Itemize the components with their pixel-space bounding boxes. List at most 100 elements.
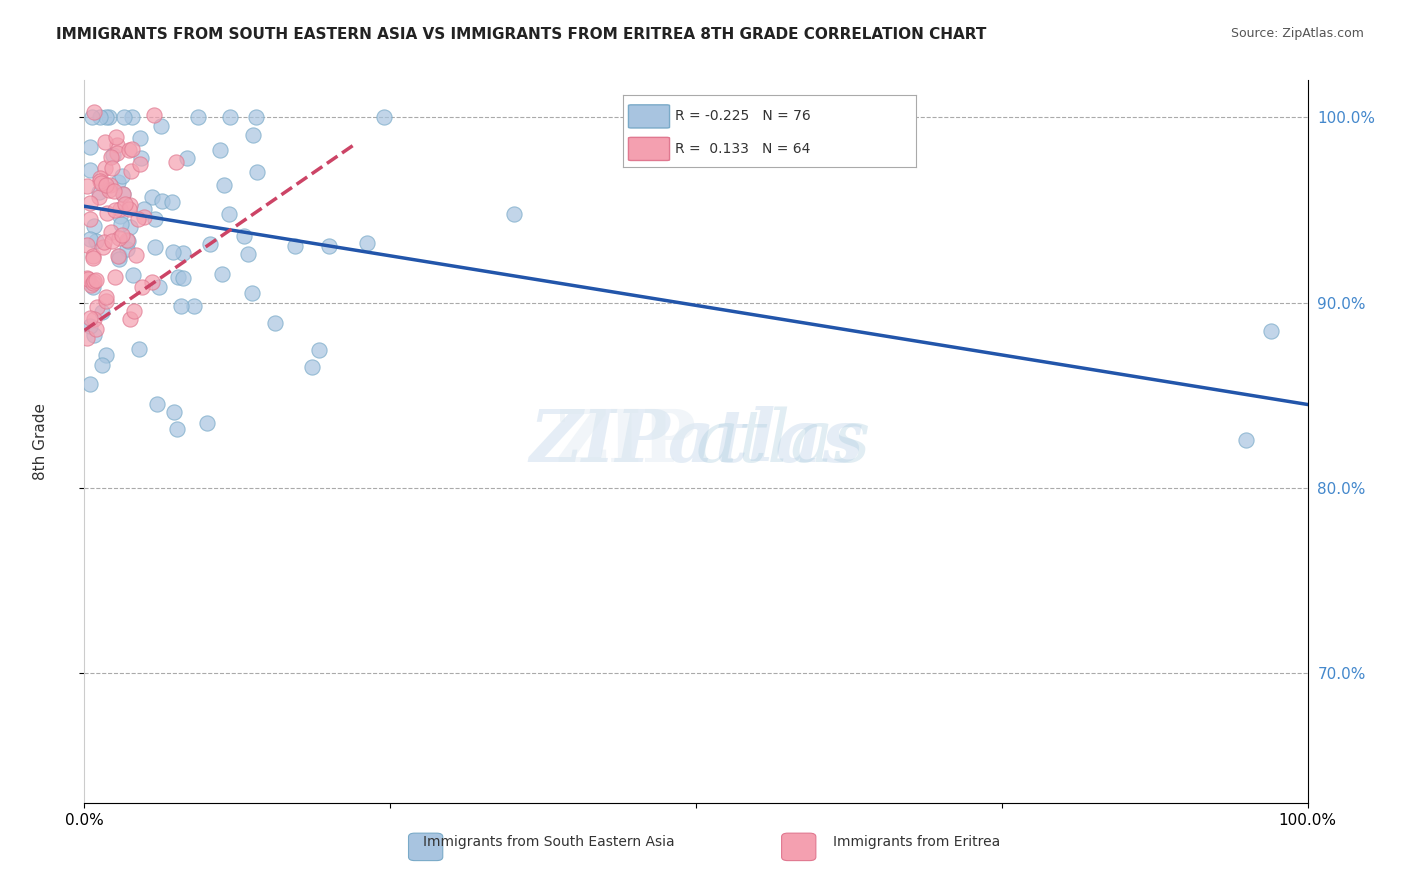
Point [198, 236, 221, 251]
Point [79, 377, 101, 392]
Point [98, 111, 121, 125]
Point [110, 217, 132, 231]
Point [108, 249, 131, 263]
Point [82, 276, 104, 290]
Point [103, 269, 125, 284]
Point [96, 206, 118, 220]
Point [129, 131, 152, 145]
Point [107, 175, 129, 189]
Point [172, 246, 194, 260]
Point [183, 299, 205, 313]
Point [129, 156, 152, 170]
Point [120, 164, 142, 178]
Point [141, 190, 163, 204]
Point [208, 143, 231, 157]
Point [121, 142, 143, 156]
Point [356, 235, 378, 250]
Point [211, 268, 233, 282]
Y-axis label: 8th Grade: 8th Grade [32, 403, 48, 480]
Point [101, 148, 124, 162]
Point [240, 285, 263, 300]
Point [245, 111, 267, 125]
Point [94, 161, 117, 175]
Point [86, 301, 108, 315]
Point [145, 397, 167, 411]
Point [1260, 324, 1282, 338]
Point [105, 146, 128, 161]
Point [83, 274, 105, 288]
Text: Immigrants from Eritrea: Immigrants from Eritrea [832, 835, 1000, 849]
Point [84, 234, 107, 248]
Point [131, 151, 153, 165]
Point [90, 176, 112, 190]
Point [143, 240, 166, 254]
Point [79, 196, 101, 211]
Point [167, 269, 190, 284]
Point [195, 417, 218, 431]
Point [162, 245, 184, 260]
Point [79, 318, 101, 333]
Point [82, 111, 104, 125]
Point [94, 178, 117, 192]
Point [87, 190, 110, 204]
Point [100, 150, 122, 164]
Point [114, 196, 136, 211]
Point [242, 128, 264, 142]
Point [118, 143, 141, 157]
Point [94, 136, 117, 150]
Point [82, 280, 104, 294]
Point [91, 240, 114, 254]
Point [89, 185, 111, 199]
Point [127, 212, 149, 227]
Point [94, 349, 117, 363]
Point [111, 169, 134, 183]
Text: Immigrants from South Eastern Asia: Immigrants from South Eastern Asia [423, 835, 675, 849]
Point [149, 119, 172, 133]
Point [503, 207, 526, 221]
Point [117, 234, 139, 248]
Point [118, 202, 141, 216]
Point [89, 111, 111, 125]
Point [89, 171, 111, 186]
Point [132, 210, 155, 224]
Point [82, 249, 104, 263]
Text: IMMIGRANTS FROM SOUTH EASTERN ASIA VS IMMIGRANTS FROM ERITREA 8TH GRADE CORRELAT: IMMIGRANTS FROM SOUTH EASTERN ASIA VS IM… [56, 27, 987, 42]
Point [218, 111, 240, 125]
FancyBboxPatch shape [409, 833, 443, 861]
Point [100, 225, 122, 239]
Point [112, 186, 135, 201]
Point [1236, 433, 1258, 447]
Point [76, 238, 98, 252]
Point [120, 219, 142, 234]
Point [301, 360, 323, 375]
Point [122, 304, 145, 318]
Point [284, 238, 307, 252]
Point [91, 305, 114, 319]
Text: atlas: atlas [696, 406, 872, 477]
Point [76, 331, 98, 345]
Point [115, 243, 138, 257]
Point [110, 202, 132, 216]
Point [82, 252, 104, 266]
Point [79, 140, 101, 154]
Point [84, 321, 107, 335]
Point [128, 343, 150, 357]
Point [150, 194, 173, 209]
Point [115, 234, 138, 248]
Point [318, 239, 340, 253]
Point [89, 174, 111, 188]
Point [132, 202, 155, 216]
Point [107, 252, 129, 267]
Point [93, 235, 115, 249]
Point [122, 268, 145, 282]
Point [148, 280, 170, 294]
Point [79, 232, 101, 246]
Point [105, 137, 128, 152]
Point [104, 202, 127, 217]
Point [108, 209, 131, 223]
Text: Source: ZipAtlas.com: Source: ZipAtlas.com [1230, 27, 1364, 40]
Point [120, 312, 142, 326]
Point [131, 279, 153, 293]
Point [263, 316, 285, 330]
Point [98, 178, 121, 192]
